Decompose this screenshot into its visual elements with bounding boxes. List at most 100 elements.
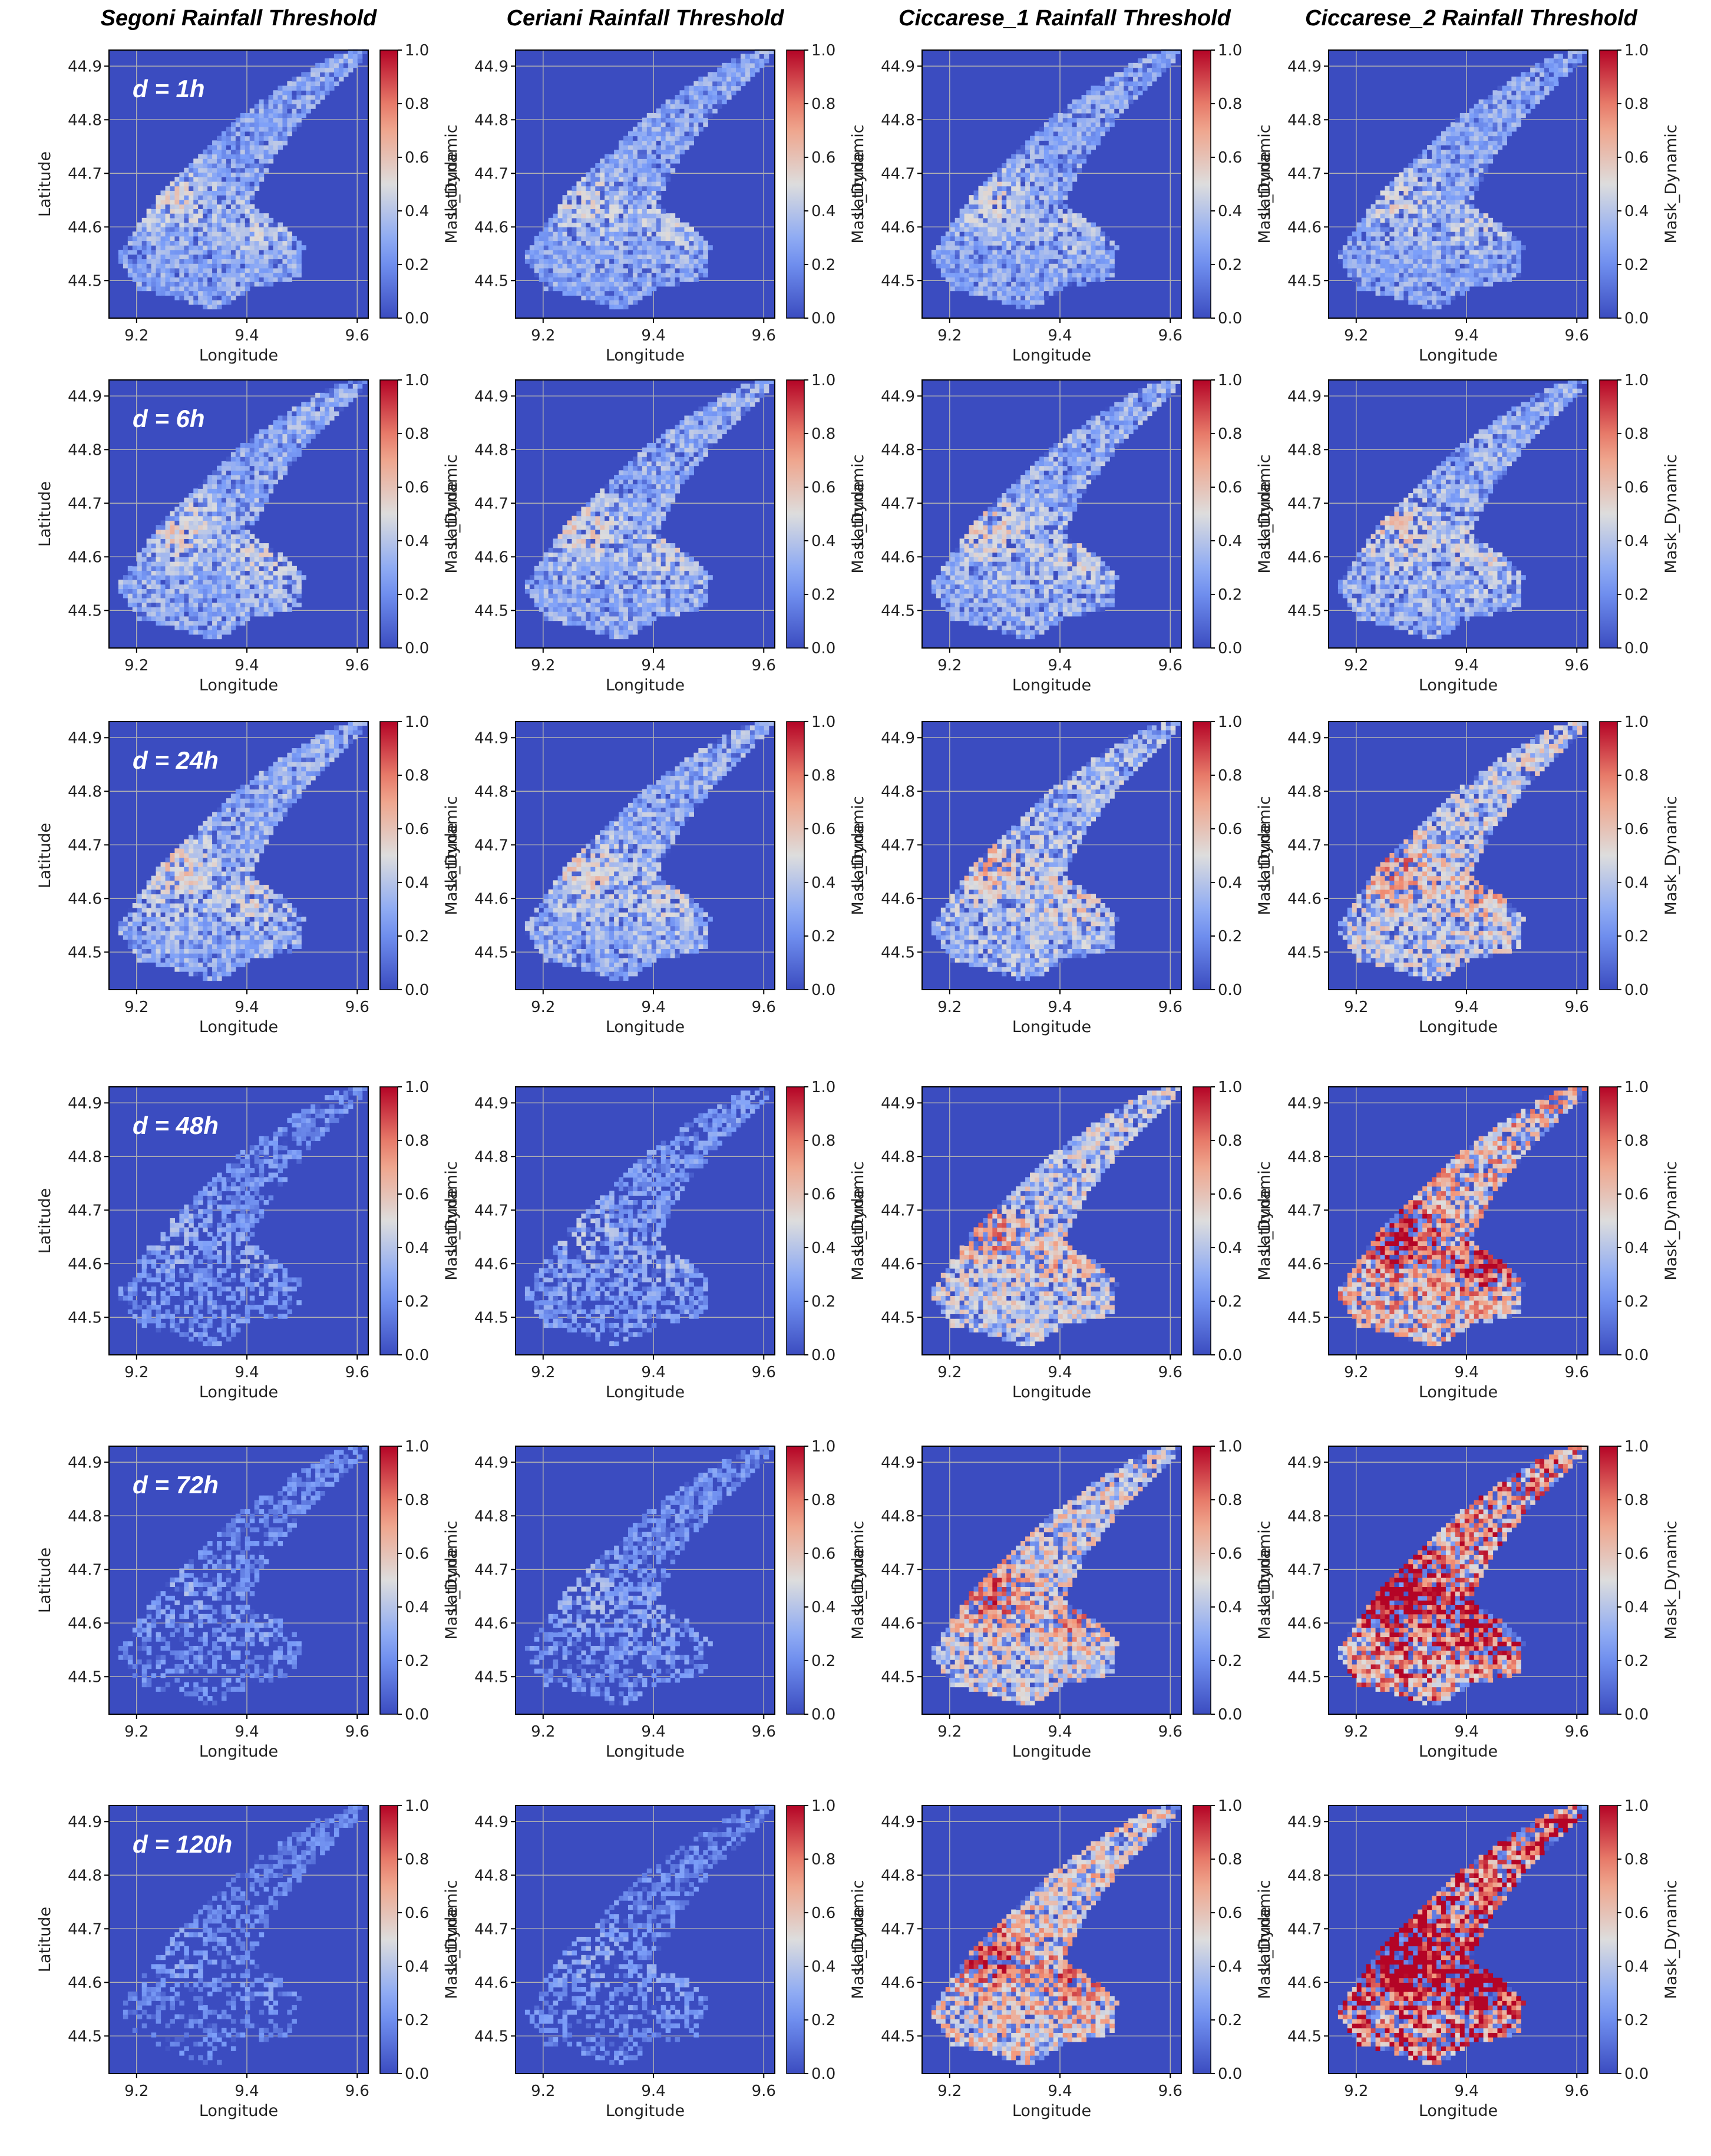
colorbar-tick-label: 0.8 xyxy=(1624,767,1649,785)
y-tick-label: 44.8 xyxy=(1287,1507,1322,1525)
y-tick-label: 44.9 xyxy=(474,58,508,75)
colorbar-tick-label: 0.8 xyxy=(1624,1132,1649,1150)
x-tick-label: 9.6 xyxy=(345,327,369,345)
y-tick-label: 44.6 xyxy=(68,890,102,908)
y-tick-label: 44.6 xyxy=(68,548,102,566)
y-tick-label: 44.9 xyxy=(881,58,915,75)
y-axis-label: Latitude xyxy=(36,1188,54,1254)
colorbar-tick-label: 0.0 xyxy=(1624,1706,1649,1724)
y-tick-label: 44.5 xyxy=(1287,2028,1322,2045)
colorbar xyxy=(380,722,398,990)
y-tick-label: 44.6 xyxy=(474,219,508,236)
y-tick-label: 44.6 xyxy=(68,1974,102,1992)
y-tick-label: 44.8 xyxy=(881,1507,915,1525)
x-axis-label: Longitude xyxy=(1419,346,1498,365)
y-tick-label: 44.8 xyxy=(474,783,508,801)
x-axis-label: Longitude xyxy=(1012,2102,1091,2120)
y-tick-label: 44.8 xyxy=(474,1148,508,1166)
x-tick-label: 9.6 xyxy=(1565,2082,1589,2100)
x-axis-label: Longitude xyxy=(199,2102,278,2120)
y-tick-label: 44.5 xyxy=(1287,602,1322,620)
y-axis-label: Latitude xyxy=(849,1188,867,1254)
colorbar xyxy=(1600,50,1617,318)
y-axis-label: Latitude xyxy=(442,823,461,888)
y-axis-label: Latitude xyxy=(36,1547,54,1613)
y-tick-label: 44.6 xyxy=(1287,1974,1322,1992)
y-axis-label: Latitude xyxy=(1256,481,1274,547)
y-tick-label: 44.5 xyxy=(474,272,508,290)
colorbar xyxy=(380,50,398,318)
x-tick-label: 9.2 xyxy=(1344,2082,1368,2100)
x-tick-label: 9.4 xyxy=(641,998,665,1016)
colorbar xyxy=(787,1446,804,1714)
colorbar xyxy=(1600,380,1617,648)
y-tick-label: 44.6 xyxy=(1287,1255,1322,1273)
x-tick-label: 9.4 xyxy=(234,998,259,1016)
x-tick-label: 9.2 xyxy=(1344,1364,1368,1381)
colorbar-label: Mask_Dynamic xyxy=(1662,1161,1680,1280)
y-tick-label: 44.5 xyxy=(881,1668,915,1686)
y-tick-label: 44.7 xyxy=(881,165,915,183)
x-axis-label: Longitude xyxy=(1012,1018,1091,1036)
y-tick-label: 44.7 xyxy=(68,836,102,854)
y-tick-label: 44.7 xyxy=(1287,1202,1322,1219)
y-tick-label: 44.9 xyxy=(474,388,508,405)
y-tick-label: 44.7 xyxy=(1287,1561,1322,1579)
y-tick-label: 44.6 xyxy=(474,1615,508,1632)
y-axis-label: Latitude xyxy=(36,823,54,888)
x-axis-label: Longitude xyxy=(1012,1742,1091,1761)
y-tick-label: 44.9 xyxy=(881,729,915,747)
x-axis-label: Longitude xyxy=(1012,346,1091,365)
colorbar-tick-label: 0.4 xyxy=(1624,1599,1649,1616)
y-tick-label: 44.7 xyxy=(881,836,915,854)
x-tick-label: 9.6 xyxy=(752,1364,776,1381)
x-tick-label: 9.2 xyxy=(531,1364,555,1381)
y-tick-label: 44.5 xyxy=(68,1668,102,1686)
y-tick-label: 44.5 xyxy=(1287,272,1322,290)
column-title-1: Segoni Rainfall Threshold xyxy=(85,6,392,41)
x-axis-label: Longitude xyxy=(606,2102,685,2120)
y-tick-label: 44.5 xyxy=(68,944,102,961)
x-axis-label: Longitude xyxy=(606,1018,685,1036)
y-tick-label: 44.9 xyxy=(474,1813,508,1831)
y-tick-label: 44.7 xyxy=(1287,165,1322,183)
y-tick-label: 44.6 xyxy=(474,548,508,566)
y-tick-label: 44.8 xyxy=(1287,1148,1322,1166)
colorbar-tick-label: 0.2 xyxy=(1624,928,1649,945)
y-tick-label: 44.5 xyxy=(881,944,915,961)
y-tick-label: 44.9 xyxy=(881,1454,915,1471)
y-tick-label: 44.5 xyxy=(881,1309,915,1327)
x-axis-label: Longitude xyxy=(1419,1383,1498,1401)
x-axis-label: Longitude xyxy=(199,1742,278,1761)
y-tick-label: 44.9 xyxy=(474,729,508,747)
y-tick-label: 44.5 xyxy=(881,2028,915,2045)
x-axis-label: Longitude xyxy=(1012,676,1091,695)
x-axis-label: Longitude xyxy=(606,1383,685,1401)
x-tick-label: 9.2 xyxy=(937,1723,962,1741)
colorbar xyxy=(1193,50,1211,318)
x-tick-label: 9.6 xyxy=(1158,1723,1182,1741)
y-tick-label: 44.8 xyxy=(68,1148,102,1166)
colorbar-tick-label: 0.8 xyxy=(1624,95,1649,113)
colorbar-tick-label: 0.0 xyxy=(1624,981,1649,999)
x-axis-label: Longitude xyxy=(199,1383,278,1401)
column-title-3: Ciccarese_1 Rainfall Threshold xyxy=(899,6,1205,41)
x-axis-label: Longitude xyxy=(1012,1383,1091,1401)
y-tick-label: 44.8 xyxy=(474,441,508,459)
y-tick-label: 44.8 xyxy=(68,1507,102,1525)
duration-label: d = 6h xyxy=(133,405,205,432)
